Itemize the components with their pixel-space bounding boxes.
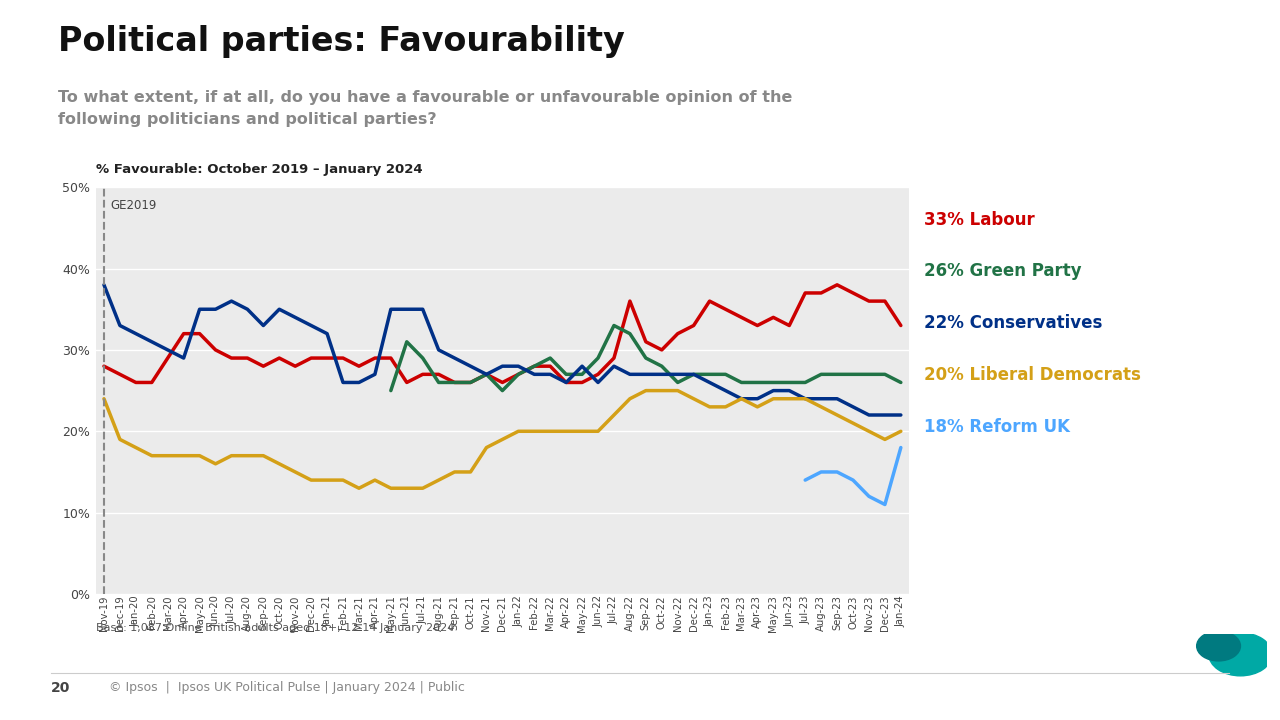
- Text: 20% Liberal Democrats: 20% Liberal Democrats: [924, 366, 1140, 384]
- Text: © Ipsos  |  Ipsos UK Political Pulse | January 2024 | Public: © Ipsos | Ipsos UK Political Pulse | Jan…: [109, 681, 465, 694]
- Text: 18% Reform UK: 18% Reform UK: [924, 418, 1070, 436]
- Text: 22% Conservatives: 22% Conservatives: [924, 314, 1102, 333]
- Text: 26% Green Party: 26% Green Party: [924, 262, 1082, 280]
- Text: Base: 1,087 Online British adults aged 18+, 12-14 January 2024: Base: 1,087 Online British adults aged 1…: [96, 623, 454, 633]
- Text: GE2019: GE2019: [110, 199, 156, 212]
- Text: % Favourable: October 2019 – January 2024: % Favourable: October 2019 – January 202…: [96, 163, 422, 176]
- Text: 33% Labour: 33% Labour: [924, 210, 1036, 229]
- Text: Political parties: Favourability: Political parties: Favourability: [58, 25, 625, 58]
- Text: To what extent, if at all, do you have a favourable or unfavourable opinion of t: To what extent, if at all, do you have a…: [58, 90, 792, 127]
- Circle shape: [1208, 633, 1272, 676]
- Circle shape: [1197, 631, 1240, 661]
- Text: 20: 20: [51, 680, 70, 695]
- Text: Ipsos: Ipsos: [1170, 684, 1224, 702]
